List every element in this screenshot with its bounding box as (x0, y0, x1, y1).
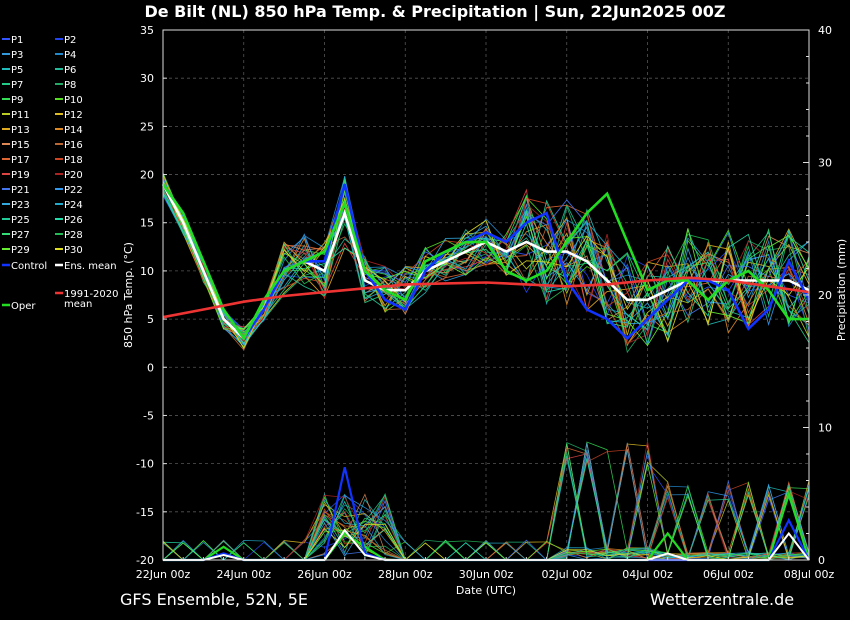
legend-label-p8: P8 (64, 80, 76, 91)
x-tick-label: 08Jul 00z (784, 568, 835, 581)
legend-label-p10: P10 (64, 95, 83, 106)
y-tick-label: 25 (140, 120, 154, 133)
x-tick-label: 28Jun 00z (378, 568, 433, 581)
legend-label-p15: P15 (11, 140, 30, 151)
legend-label-p27: P27 (11, 230, 30, 241)
legend-label-p13: P13 (11, 125, 30, 136)
y2-axis-label: Precipitation (mm) (835, 239, 848, 341)
legend-label-p22: P22 (64, 185, 83, 196)
y2-tick-label: 20 (818, 289, 832, 302)
member-line-p23 (162, 176, 810, 346)
legend-label-p16: P16 (64, 140, 83, 151)
legend-label-p12: P12 (64, 110, 83, 121)
member-precip-p3 (163, 489, 810, 561)
x-tick-label: 26Jun 00z (297, 568, 352, 581)
legend-label-p26: P26 (64, 215, 83, 226)
x-tick-label: 02Jul 00z (541, 568, 592, 581)
legend-label-p4: P4 (64, 50, 76, 61)
legend-label-oper: Oper (11, 301, 36, 312)
legend-label-p18: P18 (64, 155, 83, 166)
legend-label-p2: P2 (64, 35, 76, 46)
chart-title: De Bilt (NL) 850 hPa Temp. & Precipitati… (144, 2, 725, 22)
legend-label-climatology-line1: 1991-2020 (64, 289, 119, 300)
y2-tick-label: 0 (818, 554, 825, 567)
oper-precip-line (163, 490, 811, 562)
y2-tick-label: 10 (818, 422, 832, 435)
y-tick-label: 10 (140, 265, 154, 278)
legend-label-climatology-line2: mean (64, 299, 92, 310)
y2-tick-label: 30 (818, 157, 832, 170)
x-tick-label: 30Jun 00z (459, 568, 514, 581)
y-tick-label: -10 (136, 458, 154, 471)
y-tick-label: -15 (136, 506, 154, 519)
legend-label-p30: P30 (64, 245, 83, 256)
legend-label-ens-mean: Ens. mean (64, 261, 117, 272)
legend-label-p23: P23 (11, 200, 30, 211)
legend-label-p14: P14 (64, 125, 83, 136)
y2-tick-label: 40 (818, 24, 832, 37)
x-tick-label: 24Jun 00z (217, 568, 272, 581)
y-tick-label: 35 (140, 24, 154, 37)
y-tick-label: 20 (140, 169, 154, 182)
legend-label-p28: P28 (64, 230, 83, 241)
axes: 35 30 25 20 15 10 5 0 -5 -10 -15 -20 40 30 20 10 0 22Jun … (136, 24, 835, 581)
legend: P1 P2 P3 P4 P5 P6 P7 P8 P9 P10 P11 P12 P13 P14 P15 P16 P… (2, 35, 119, 312)
legend-label-p19: P19 (11, 170, 30, 181)
y-axis-label: 850 hPa Temp. (°C) (122, 242, 135, 348)
x-tick-label: 06Jul 00z (703, 568, 754, 581)
y-tick-label: 15 (140, 217, 154, 230)
member-line-p16 (162, 181, 810, 351)
legend-label-p29: P29 (11, 245, 30, 256)
legend-label-p11: P11 (11, 110, 30, 121)
y-tick-label: -5 (143, 409, 154, 422)
legend-label-p7: P7 (11, 80, 23, 91)
legend-label-p24: P24 (64, 200, 83, 211)
x-tick-label: 22Jun 00z (136, 568, 191, 581)
legend-label-p5: P5 (11, 65, 23, 76)
footer-source: GFS Ensemble, 52N, 5E (120, 590, 308, 609)
legend-label-p20: P20 (64, 170, 83, 181)
footer-site: Wetterzentrale.de (650, 590, 794, 609)
legend-label-p3: P3 (11, 50, 23, 61)
y-tick-label: 30 (140, 72, 154, 85)
x-axis-label: Date (UTC) (456, 584, 516, 597)
legend-label-control: Control (11, 261, 47, 272)
legend-label-p25: P25 (11, 215, 30, 226)
series-line-oper (161, 183, 809, 341)
legend-label-p9: P9 (11, 95, 23, 106)
legend-label-p21: P21 (11, 185, 30, 196)
x-tick-label: 04Jul 00z (622, 568, 673, 581)
member-precip-p6 (163, 457, 810, 561)
y-tick-label: -20 (136, 554, 154, 567)
series-line-1991-2020-mean (162, 276, 810, 319)
legend-label-p1: P1 (11, 35, 23, 46)
legend-label-p17: P17 (11, 155, 30, 166)
y-tick-label: 0 (147, 361, 154, 374)
member-line-p30 (162, 181, 810, 349)
legend-label-p6: P6 (64, 65, 76, 76)
y-tick-label: 5 (147, 313, 154, 326)
